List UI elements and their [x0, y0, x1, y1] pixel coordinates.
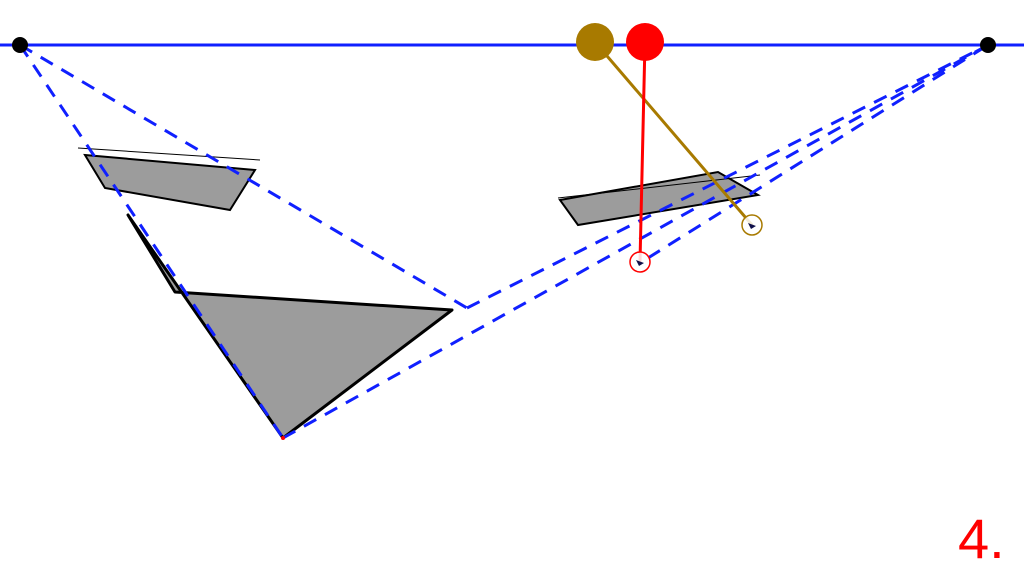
step-number-label: 4. [958, 506, 1005, 571]
red-pin-stem [640, 42, 645, 262]
perspective-ray [467, 45, 988, 308]
red-pin-head [626, 23, 664, 61]
corner-dot [281, 436, 285, 440]
perspective-ray [283, 45, 988, 438]
perspective-diagram [0, 0, 1024, 576]
tile-front [128, 215, 452, 438]
vanishing-point-left [12, 37, 28, 53]
perspective-ray [20, 45, 283, 438]
olive-pin-head [576, 23, 614, 61]
tile-back-left [85, 155, 255, 210]
vanishing-point-right [980, 37, 996, 53]
perspective-ray [648, 45, 988, 258]
